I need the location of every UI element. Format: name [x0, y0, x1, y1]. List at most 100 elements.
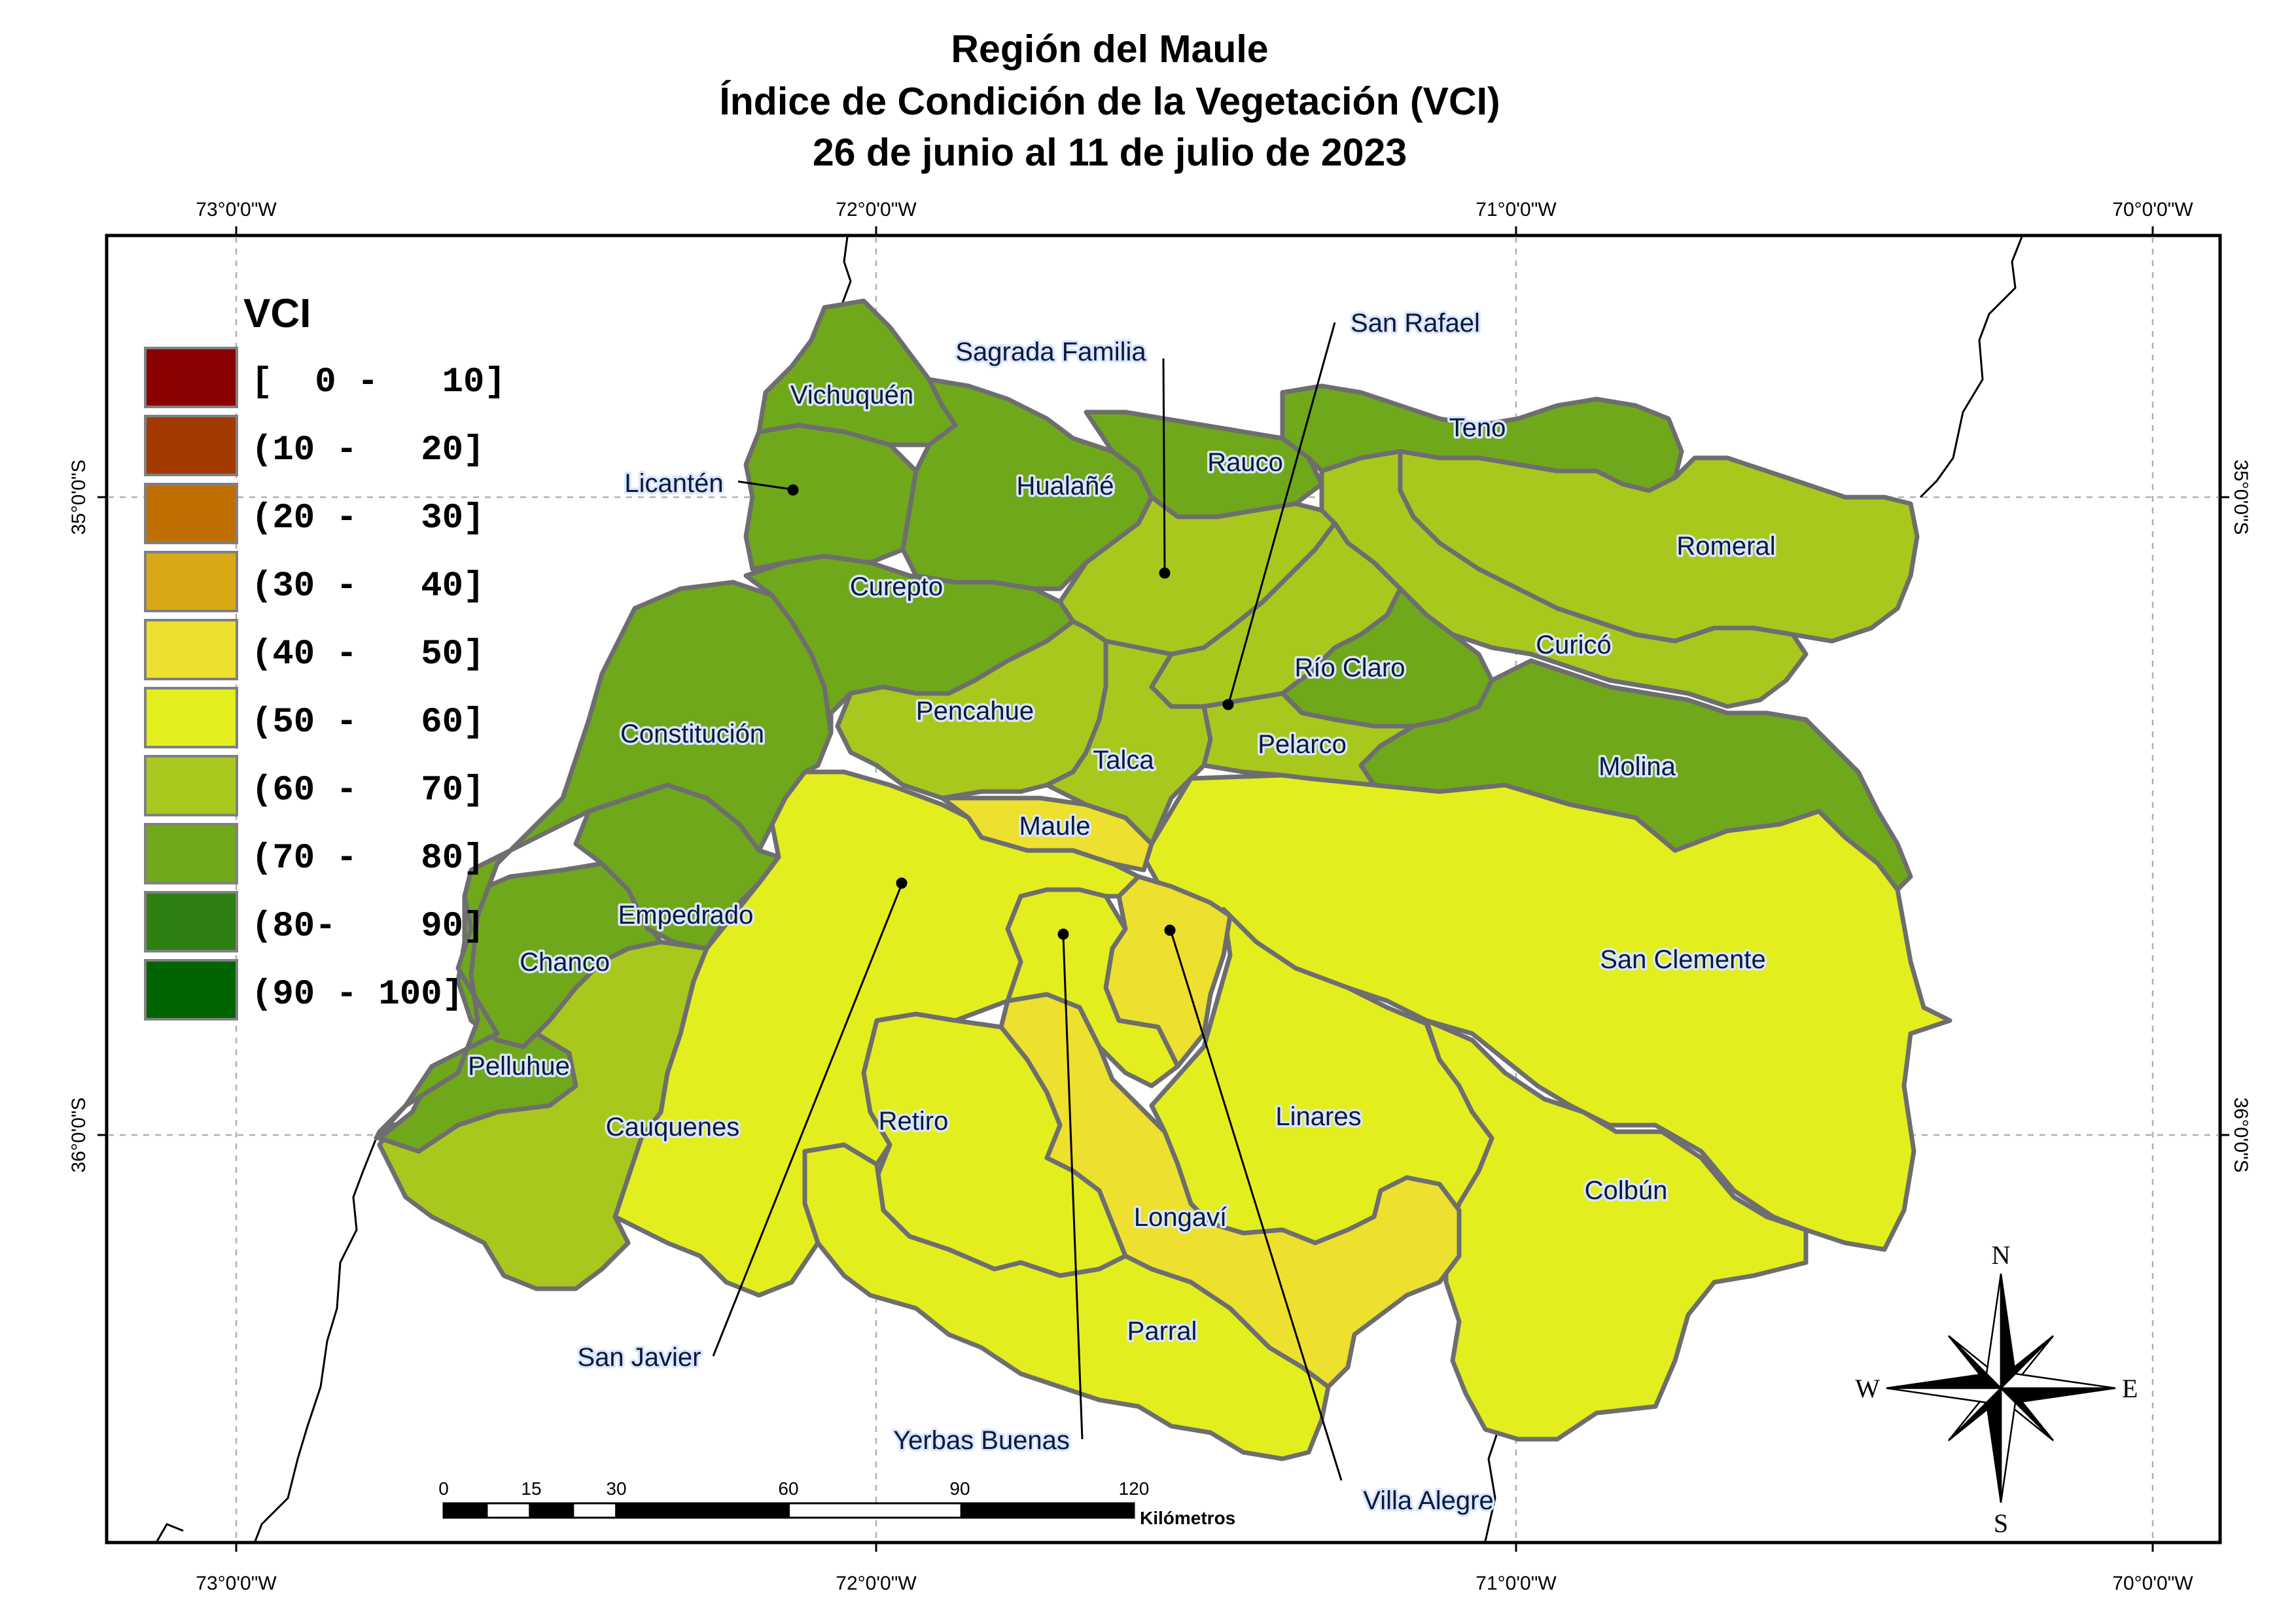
- scale-segment: [486, 1502, 531, 1519]
- scale-segment: [788, 1502, 963, 1519]
- label-colbun: Colbún: [1585, 1176, 1668, 1205]
- label-parral: Parral: [1127, 1317, 1197, 1346]
- label-talca: Talca: [1093, 746, 1154, 775]
- point-sagrada-familia: [1159, 567, 1171, 579]
- scale-tick-30: 30: [606, 1478, 626, 1499]
- lon-label-top-73: 73°0'0"W: [196, 199, 277, 220]
- label-pelarco: Pelarco: [1258, 730, 1347, 759]
- title-line-2: Índice de Condición de la Vegetación (VC…: [719, 80, 1500, 123]
- scale-segment: [572, 1502, 618, 1519]
- label-san-rafael: San Rafael: [1351, 309, 1480, 338]
- label-pelluhue: Pelluhue: [468, 1052, 570, 1081]
- compass-e: E: [2122, 1374, 2138, 1403]
- comuna-pelarco: [1201, 691, 1416, 788]
- label-rauco: Rauco: [1207, 448, 1283, 477]
- legend-swatch: [144, 347, 238, 408]
- label-san-clemente: San Clemente: [1600, 945, 1765, 974]
- scale-tick-15: 15: [521, 1478, 541, 1499]
- point-yerbas-buenas: [1057, 928, 1069, 940]
- label-cauquenes: Cauquenes: [606, 1113, 740, 1142]
- legend-label: (30 - 40]: [251, 567, 484, 606]
- scale-tick-0: 0: [438, 1478, 449, 1499]
- legend: VCI [ 0 - 10] (10 - 20] (20 - 30] (30 - 40]…: [144, 291, 506, 1021]
- legend-swatch: [144, 891, 238, 952]
- label-san-javier: San Javier: [578, 1343, 701, 1372]
- lat-label-right-35: 35°0'0"S: [2230, 459, 2252, 534]
- lon-label-bottom-73: 73°0'0"W: [196, 1573, 277, 1594]
- label-curico: Curicó: [1536, 631, 1612, 659]
- comunas-layer: [374, 298, 1952, 1461]
- legend-swatch: [144, 959, 238, 1021]
- leader-san-rafael: [1227, 322, 1336, 704]
- comuna-maule: [940, 795, 1154, 873]
- legend-swatch: [144, 687, 238, 748]
- graticule-top-labels: 73°0'0"W 72°0'0"W 71°0'0"W 70°0'0"W: [196, 199, 2193, 220]
- label-empedrado: Empedrado: [618, 901, 754, 930]
- lat-label-left-35: 35°0'0"S: [68, 459, 90, 534]
- point-licanten: [787, 484, 799, 496]
- graticule-bottom-labels: 73°0'0"W 72°0'0"W 71°0'0"W 70°0'0"W: [196, 1573, 2193, 1594]
- scale-tick-90: 90: [949, 1478, 970, 1499]
- label-retiro: Retiro: [879, 1107, 949, 1136]
- label-molina: Molina: [1598, 752, 1676, 781]
- label-linares: Linares: [1275, 1102, 1361, 1131]
- scale-segment: [960, 1502, 1135, 1519]
- legend-label: (20 - 30]: [251, 498, 484, 538]
- scale-segment: [615, 1502, 790, 1519]
- label-curepto: Curepto: [850, 572, 943, 601]
- scale-bar: 0 15 30 60 90 120 Kilómetros: [438, 1478, 1235, 1528]
- lon-label-bottom-70: 70°0'0"W: [2112, 1573, 2193, 1594]
- legend-swatch: [144, 551, 238, 612]
- scale-segment: [442, 1502, 488, 1519]
- compass-rose-icon: [1886, 1273, 2116, 1503]
- label-maule: Maule: [1019, 812, 1091, 841]
- leader-villa-alegre: [1170, 932, 1343, 1481]
- comuna-chanco: [455, 861, 663, 1049]
- legend-label: (90 - 100]: [251, 975, 463, 1015]
- scale-segments: [442, 1502, 1135, 1519]
- label-licanten: Licantén: [624, 469, 723, 498]
- point-san-javier: [896, 877, 908, 889]
- leader-sagrada-familia: [1162, 358, 1166, 573]
- comuna-hualane: [900, 377, 1154, 591]
- lon-label-top-70: 70°0'0"W: [2112, 199, 2193, 220]
- place-labels: Vichuquén Licantén Hualañé Sagrada Famil…: [466, 307, 1778, 1518]
- legend-label: [ 0 - 10]: [251, 362, 506, 402]
- legend-swatch: [144, 823, 238, 884]
- north-arrow: N S E W: [1855, 1240, 2138, 1538]
- lon-label-bottom-72: 72°0'0"W: [836, 1573, 917, 1594]
- label-rio-claro: Río Claro: [1295, 654, 1405, 682]
- title-line-3: 26 de junio al 11 de julio de 2023: [813, 131, 1407, 174]
- leader-yerbas-buenas: [1062, 935, 1084, 1440]
- legend-swatch: [144, 415, 238, 476]
- lat-label-left-36: 36°0'0"S: [68, 1097, 90, 1172]
- label-leaders: [712, 322, 1343, 1481]
- neighbouring-boundaries: [156, 236, 2023, 1542]
- lon-label-top-72: 72°0'0"W: [836, 199, 917, 220]
- leader-licanten: [737, 480, 792, 491]
- label-vichuquen: Vichuquén: [790, 381, 913, 410]
- label-constitucion: Constitución: [620, 720, 764, 748]
- scale-segment: [529, 1502, 574, 1519]
- compass-n: N: [1992, 1240, 2011, 1270]
- scale-tick-120: 120: [1119, 1478, 1150, 1499]
- lon-label-bottom-71: 71°0'0"W: [1475, 1573, 1557, 1594]
- legend-label: (70 - 80]: [251, 839, 484, 879]
- leader-san-javier: [712, 884, 903, 1357]
- label-sagrada-familia: Sagrada Familia: [955, 338, 1146, 366]
- title-line-1: Región del Maule: [951, 27, 1268, 71]
- label-romeral: Romeral: [1676, 532, 1775, 561]
- label-longavi: Longaví: [1134, 1203, 1227, 1232]
- scale-unit: Kilómetros: [1140, 1508, 1235, 1528]
- label-yerbas-buenas: Yerbas Buenas: [893, 1426, 1070, 1455]
- scale-tick-60: 60: [778, 1478, 798, 1499]
- compass-w: W: [1855, 1374, 1880, 1403]
- label-pencahue: Pencahue: [916, 697, 1034, 725]
- label-teno: Teno: [1449, 413, 1506, 442]
- point-san-rafael: [1222, 699, 1234, 710]
- point-villa-alegre: [1164, 924, 1176, 936]
- legend-swatch: [144, 619, 238, 680]
- map-title: Región del Maule Índice de Condición de …: [719, 27, 1500, 174]
- label-hualane: Hualañé: [1016, 472, 1114, 500]
